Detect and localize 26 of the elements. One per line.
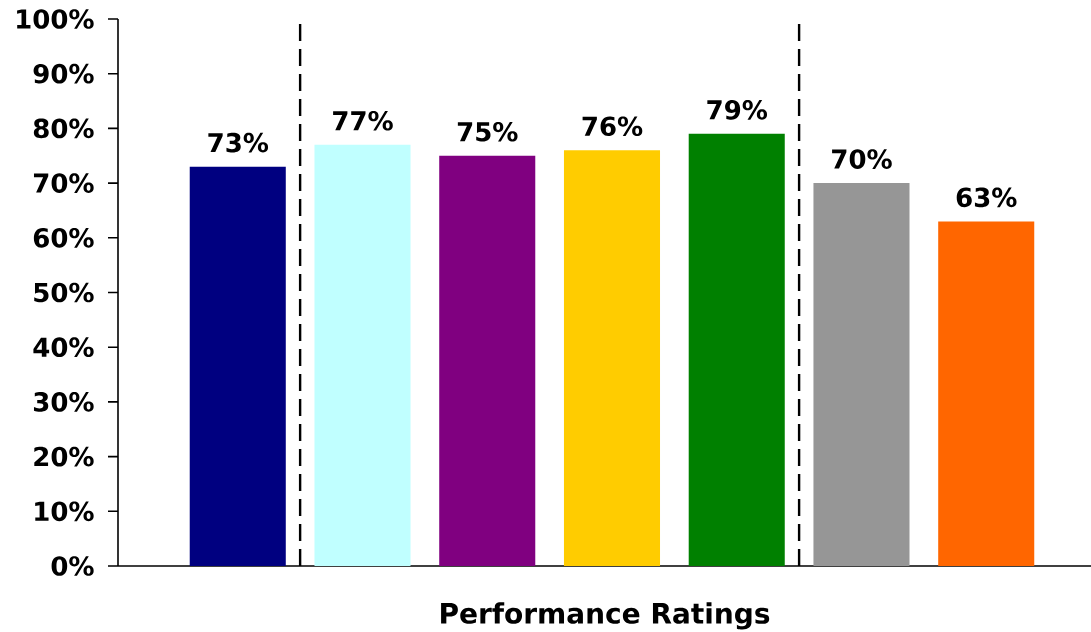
y-tick-label: 20% [34,446,94,467]
bar [563,150,661,566]
y-tick-label: 30% [33,392,94,412]
bar [439,155,536,566]
bar [189,166,286,566]
bar [314,144,411,566]
y-tick-label: 10% [35,501,94,522]
data-label: 79% [707,100,768,120]
x-axis-title: Performance Ratings [441,602,770,630]
bar [688,133,785,566]
bar [813,183,910,566]
data-label: 70% [832,149,892,169]
data-label: 77% [333,110,393,131]
y-tick-label: 50% [34,282,94,303]
data-label: 76% [582,116,643,137]
data-label: 63% [956,187,1017,208]
y-tick-label: 80% [33,118,94,139]
y-tick-label: 40% [33,337,94,358]
y-tick-label: 90% [33,63,94,84]
y-tick-label: 0% [51,556,94,576]
y-tick-label: 100% [17,9,94,29]
y-tick-label: 60% [33,227,94,248]
data-label: 75% [457,121,518,142]
data-label: 73% [208,132,269,153]
bar [938,221,1035,566]
y-tick-label: 70% [33,173,94,193]
